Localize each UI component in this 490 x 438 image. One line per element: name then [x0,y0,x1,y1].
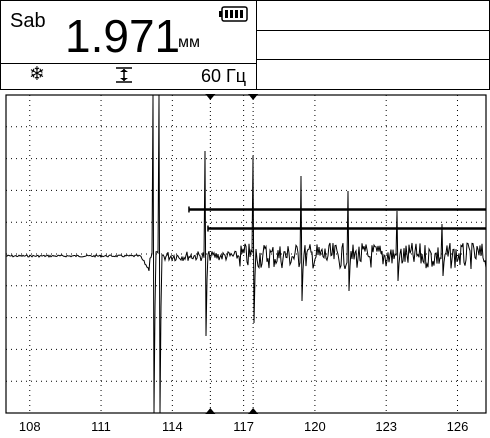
info-lines [257,1,489,89]
gate-marker-icon [116,67,132,83]
cursor-bottom-marker[interactable] [248,408,259,414]
signal-trace [5,94,487,414]
readout-divider [1,63,257,64]
cursor-top-marker[interactable] [205,94,216,100]
a-scan-plot[interactable]: 108 111 114 117 120 123 126 [0,88,490,438]
frequency-readout: 60 Гц [201,66,247,86]
battery-full-icon [219,6,248,22]
thickness-unit: мм [178,34,200,51]
x-tick-label: 108 [19,419,41,434]
cursor-bottom-marker[interactable] [205,408,216,414]
snowflake-icon: ❄ [29,64,45,85]
x-tick-label: 114 [162,419,183,434]
x-tick-label: 111 [91,419,111,434]
status-header: Sab 1.971 мм ❄ 60 Гц [0,0,490,90]
cursor-top-marker[interactable] [248,94,259,100]
x-axis-ticks: 108 111 114 117 120 123 126 [19,419,468,434]
cursor-markers[interactable] [205,94,259,414]
x-tick-label: 120 [304,419,326,434]
mode-label: Sab [10,10,46,32]
measurement-readout: Sab 1.971 мм ❄ 60 Гц [1,1,257,89]
thickness-value: 1.971 [65,10,181,62]
info-line [257,30,489,31]
x-tick-label: 126 [447,419,469,434]
x-tick-label: 123 [375,419,397,434]
x-tick-label: 117 [233,419,254,434]
gate-lines[interactable] [188,206,486,232]
plot-grid [6,95,486,413]
info-line [257,59,489,60]
